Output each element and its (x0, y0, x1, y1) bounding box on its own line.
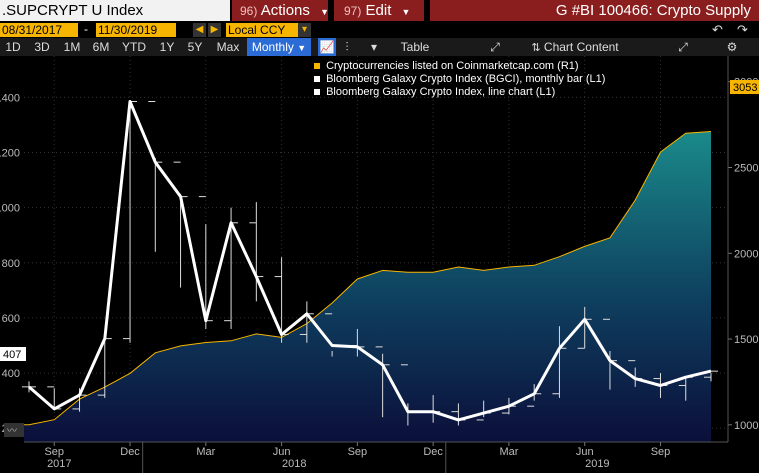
arrow-left-icon[interactable]: ◀ (193, 23, 206, 37)
edit-label: Edit (365, 2, 392, 19)
undo-icon[interactable]: ↶ (712, 22, 723, 37)
x-tick-label: Mar (499, 446, 518, 458)
left-tick-label: 400 (2, 368, 20, 380)
index-line (28, 100, 712, 422)
date-bar: 08/31/2017 - 11/30/2019 ◀ ▶ Local CCY ▾ … (0, 21, 759, 38)
actions-menu[interactable]: 96) Actions ▼ (232, 0, 329, 21)
table-button[interactable]: Table (400, 40, 430, 54)
date-separator: - (84, 22, 88, 36)
x-tick-label: Sep (348, 446, 368, 458)
actions-number: 96) (240, 4, 258, 18)
period-bar: 1D 3D 1M 6M YTD 1Y 5Y Max Monthly ▼ 📈 ⫶ … (0, 38, 759, 56)
chart-content-label: Chart Content (543, 40, 619, 54)
chart-content-icon: ⇅ (531, 42, 541, 54)
right-axis: 10001500200025003000 (728, 77, 758, 432)
link-icon[interactable]: ⤢ (678, 40, 688, 54)
legend-item[interactable]: Bloomberg Galaxy Crypto Index, line char… (314, 86, 605, 99)
period-1d[interactable]: 1D (5, 40, 21, 54)
right-tick-label: 2500 (734, 163, 758, 175)
period-1y[interactable]: 1Y (159, 40, 175, 54)
right-tick-label: 1000 (734, 420, 758, 432)
left-tick-label: 1400 (0, 92, 20, 104)
x-tick-label: Mar (196, 446, 215, 458)
line-chart-icon[interactable]: 📈 (318, 38, 336, 56)
left-tick-label: 600 (2, 313, 20, 325)
edit-number: 97) (344, 4, 362, 18)
x-year-label: 2019 (585, 458, 609, 470)
period-5y[interactable]: 5Y (187, 40, 203, 54)
svg-text:407: 407 (3, 349, 21, 361)
dropdown-arrow-icon[interactable]: ▾ (298, 23, 311, 37)
x-year-label: 2017 (47, 458, 71, 470)
arrow-right-icon[interactable]: ▶ (208, 23, 221, 37)
legend-swatch (314, 89, 320, 96)
legend-item[interactable]: Bloomberg Galaxy Crypto Index (BGCI), mo… (314, 73, 605, 86)
title-bar: .SUPCRYPT U Index 96) Actions ▼ 97) Edit… (0, 0, 759, 21)
x-tick-label: Sep (44, 446, 64, 458)
bar-chart-icon[interactable]: ⫶ (345, 40, 349, 54)
right-tick-label: 2000 (734, 248, 758, 260)
period-3d[interactable]: 3D (34, 40, 50, 54)
legend-label: Cryptocurrencies listed on Coinmarketcap… (326, 60, 579, 72)
svg-text:3053: 3053 (733, 82, 757, 94)
frequency-label: Monthly (251, 40, 294, 54)
period-max[interactable]: Max (216, 40, 240, 54)
edit-menu[interactable]: 97) Edit ▼ (334, 0, 424, 21)
function-title: G #BI 100466: Crypto Supply (430, 0, 759, 21)
x-tick-label: Sep (651, 446, 671, 458)
ticker-label[interactable]: .SUPCRYPT U Index (0, 0, 230, 21)
left-tick-label: 800 (2, 258, 20, 270)
left-last-value-badge: 407 (0, 347, 26, 361)
svg-text:〰: 〰 (7, 426, 17, 437)
left-tick-label: 1000 (0, 203, 20, 215)
gear-icon[interactable]: ⚙ (726, 40, 738, 54)
dropdown-arrow-icon[interactable]: ▾ (370, 40, 378, 54)
right-last-value-badge: 3053 (730, 80, 759, 94)
actions-label: Actions (260, 2, 310, 19)
left-tick-label: 1200 (0, 148, 20, 160)
x-tick-label: Dec (120, 446, 140, 458)
expand-icon[interactable]: ⤢ (490, 40, 500, 54)
period-6m[interactable]: 6M (92, 40, 110, 54)
legend: Cryptocurrencies listed on Coinmarketcap… (314, 60, 605, 99)
coin-count-area (24, 131, 711, 442)
chart-content-button[interactable]: ⇅ Chart Content (520, 38, 630, 56)
caret-down-icon: ▼ (320, 7, 329, 17)
caret-down-icon: ▼ (297, 43, 307, 53)
chart-type-icon[interactable]: 〰 (4, 423, 24, 437)
start-date-field[interactable]: 08/31/2017 (0, 23, 78, 37)
x-tick-label: Dec (423, 446, 443, 458)
caret-down-icon: ▼ (401, 7, 411, 17)
legend-label: Bloomberg Galaxy Crypto Index (BGCI), mo… (326, 73, 606, 85)
redo-icon[interactable]: ↷ (737, 22, 748, 37)
x-year-label: 2018 (282, 458, 306, 470)
right-tick-label: 1500 (734, 334, 758, 346)
left-axis: 200400600800100012001400 (0, 92, 20, 435)
legend-item[interactable]: Cryptocurrencies listed on Coinmarketcap… (314, 60, 605, 73)
x-tick-label: Jun (273, 446, 291, 458)
period-1m[interactable]: 1M (63, 40, 81, 54)
legend-swatch (314, 76, 320, 83)
period-ytd[interactable]: YTD (122, 40, 146, 54)
legend-label: Bloomberg Galaxy Crypto Index, line char… (326, 86, 556, 98)
legend-swatch (314, 63, 320, 70)
coin-count-line (24, 131, 712, 426)
end-date-field[interactable]: 11/30/2019 (96, 23, 176, 37)
currency-select[interactable]: Local CCY (226, 23, 298, 37)
x-tick-label: Jun (576, 446, 594, 458)
frequency-select[interactable]: Monthly ▼ (247, 38, 311, 56)
